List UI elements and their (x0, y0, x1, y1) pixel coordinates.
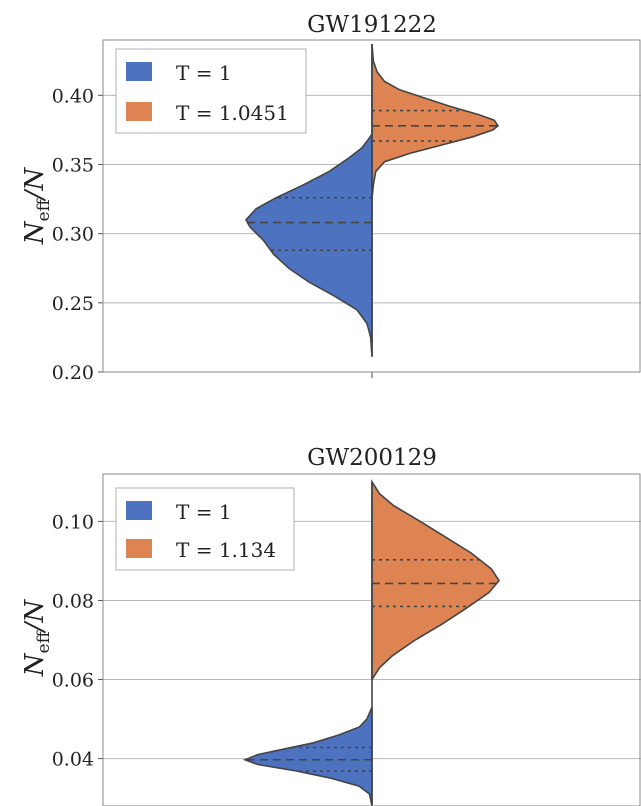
panel-gw200129: GW200129 0.04 0.06 0.08 0.10 Neff/N T = 1 T… (20, 445, 641, 806)
legend-entry-t2: T = 1.0451 (176, 101, 289, 125)
y-tick-label: 0.04 (52, 749, 94, 771)
violin-half-right (371, 479, 500, 680)
violin-half-left (245, 133, 373, 357)
y-tick-label: 0.20 (52, 362, 94, 384)
legend-entry-t1: T = 1 (176, 500, 232, 524)
y-tick-label: 0.08 (52, 590, 94, 612)
panel-title: GW191222 (307, 12, 437, 38)
y-axis-label: Neff/N (20, 167, 54, 246)
legend-entry-t1: T = 1 (176, 61, 232, 85)
legend-entry-t2: T = 1.134 (176, 538, 276, 562)
y-tick-label: 0.06 (52, 670, 94, 692)
legend-swatch-orange (126, 539, 152, 558)
violin-shapes (242, 479, 500, 806)
y-tick-label: 0.35 (52, 155, 94, 177)
plot-frame (102, 473, 641, 806)
violin-half-left (242, 706, 373, 806)
y-tick-label: 0.25 (52, 293, 94, 315)
y-tick-label: 0.40 (52, 85, 94, 107)
y-tick-label: 0.30 (52, 224, 94, 246)
legend: T = 1 T = 1.0451 (115, 48, 307, 134)
svg-text:Neff/N: Neff/N (20, 599, 54, 678)
violin-half-right (371, 44, 500, 200)
legend-swatch-orange (126, 102, 152, 121)
panel-gw191222: GW191222 0.20 0.25 0.30 0.35 0.40 Neff/N T =… (20, 12, 641, 384)
legend: T = 1 T = 1.134 (115, 487, 295, 571)
svg-text:Neff/N: Neff/N (20, 167, 54, 246)
y-tick-label: 0.10 (52, 511, 94, 533)
legend-swatch-blue (126, 501, 152, 520)
legend-swatch-blue (126, 62, 152, 81)
y-tick-labels: 0.04 0.06 0.08 0.10 (52, 511, 94, 770)
panel-title: GW200129 (307, 445, 437, 471)
y-tick-labels: 0.20 0.25 0.30 0.35 0.40 (52, 85, 94, 384)
y-axis-label: Neff/N (20, 599, 54, 678)
violin-shapes (245, 44, 500, 357)
